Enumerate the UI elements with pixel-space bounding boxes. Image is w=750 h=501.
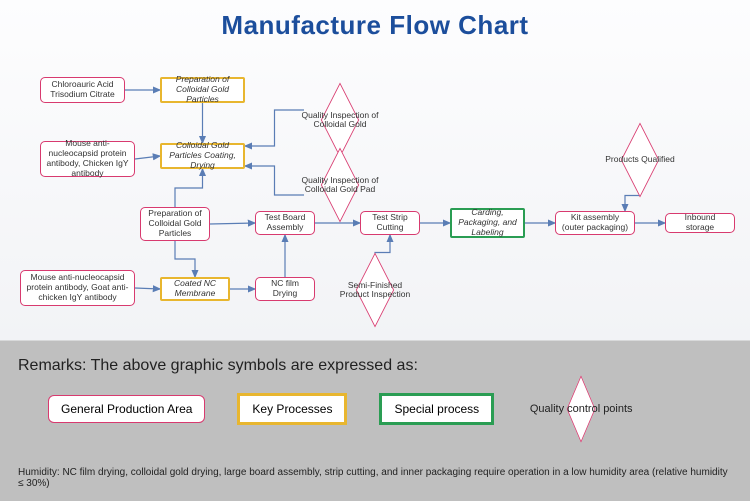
remarks-title: Remarks: The above graphic symbols are e… — [18, 357, 732, 375]
quality-diamond: Semi-Finished Product Inspection — [355, 270, 395, 310]
flow-node: Colloidal Gold Particles Coating, Drying — [160, 143, 245, 169]
flow-node: Chloroauric Acid Trisodium Citrate — [40, 77, 125, 103]
flow-node: Test Board Assembly — [255, 211, 315, 235]
legend: General Production Area Key Processes Sp… — [18, 393, 732, 425]
legend-quality: Quality control points — [526, 395, 636, 423]
page-title: Manufacture Flow Chart — [0, 10, 750, 41]
flow-node: Mouse anti-nucleocapsid protein antibody… — [40, 141, 135, 177]
legend-special: Special process — [379, 393, 494, 425]
flow-node: Preparation of Colloidal Gold Particles — [160, 77, 245, 103]
flow-node: Kit assembly (outer packaging) — [555, 211, 635, 235]
quality-diamond: Products Qualified — [620, 140, 660, 180]
flow-node: Test Strip Cutting — [360, 211, 420, 235]
humidity-note: Humidity: NC film drying, colloidal gold… — [18, 467, 732, 489]
flow-node: Coated NC Membrane — [160, 277, 230, 301]
flow-node: Carding, Packaging, and Labeling — [450, 208, 525, 238]
flow-chart: Chloroauric Acid Trisodium Citrate Prepar… — [0, 55, 750, 340]
remarks-section: Remarks: The above graphic symbols are e… — [0, 345, 750, 425]
legend-general: General Production Area — [48, 395, 205, 423]
flow-node: Mouse anti-nucleocapsid protein antibody… — [20, 270, 135, 306]
legend-key: Key Processes — [237, 393, 347, 425]
quality-diamond: Quality Inspection of Colloidal Gold Pad — [320, 165, 360, 205]
flow-node: Preparation of Colloidal Gold Particles — [140, 207, 210, 241]
flow-node: NC film Drying — [255, 277, 315, 301]
flow-node: Inbound storage — [665, 213, 735, 233]
quality-diamond: Quality Inspection of Colloidal Gold — [320, 100, 360, 140]
